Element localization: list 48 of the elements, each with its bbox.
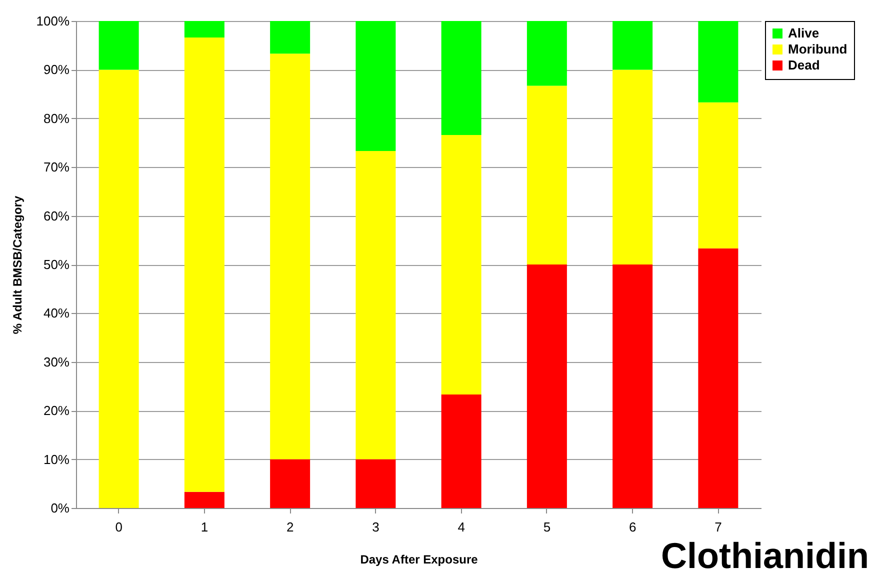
y-tick-label: 10% bbox=[43, 452, 70, 467]
y-tick-label: 100% bbox=[36, 14, 70, 28]
bar bbox=[526, 86, 567, 264]
bar bbox=[441, 21, 482, 135]
legend-label: Alive bbox=[788, 26, 820, 40]
bar bbox=[612, 21, 653, 70]
bar bbox=[184, 21, 224, 38]
y-tick-label: 50% bbox=[43, 257, 70, 272]
bar bbox=[270, 459, 310, 508]
y-tick-label: 70% bbox=[43, 160, 70, 175]
x-tick-label: 1 bbox=[200, 520, 208, 534]
x-tick-label: 5 bbox=[543, 520, 551, 534]
bar bbox=[98, 70, 139, 508]
bar bbox=[698, 248, 738, 508]
bar bbox=[526, 21, 567, 86]
legend-label: Moribund bbox=[788, 42, 848, 56]
x-tick-label: 2 bbox=[286, 520, 294, 534]
bar bbox=[270, 54, 310, 460]
bar bbox=[526, 264, 567, 508]
legend-label: Dead bbox=[788, 58, 820, 72]
x-tick-label: 4 bbox=[458, 520, 465, 534]
y-tick-label: 90% bbox=[43, 62, 70, 78]
bar bbox=[356, 459, 396, 508]
bar bbox=[612, 264, 653, 508]
bar bbox=[98, 21, 139, 70]
x-axis-title: Days After Exposure bbox=[360, 552, 478, 566]
bar bbox=[184, 38, 224, 492]
bar bbox=[270, 21, 310, 54]
y-tick-label: 40% bbox=[43, 306, 70, 321]
bar bbox=[441, 394, 482, 508]
bar bbox=[184, 492, 224, 508]
text: Clothianidin bbox=[661, 535, 869, 571]
y-tick-label: 30% bbox=[43, 354, 70, 370]
bar bbox=[612, 70, 653, 264]
y-tick-label: 60% bbox=[43, 208, 70, 224]
bar bbox=[356, 151, 396, 460]
bar bbox=[441, 134, 482, 395]
x-tick-label: 7 bbox=[714, 520, 722, 534]
bar bbox=[698, 21, 738, 102]
y-tick-label: 20% bbox=[43, 403, 70, 418]
y-tick-label: 0% bbox=[50, 500, 70, 516]
y-axis-title: % Adult BMSB/Category bbox=[10, 196, 24, 334]
x-tick-label: 3 bbox=[372, 520, 380, 534]
bar bbox=[698, 102, 738, 248]
y-tick-label: 80% bbox=[43, 110, 70, 126]
bar bbox=[356, 21, 396, 152]
x-tick-label: 0 bbox=[115, 520, 122, 534]
x-tick-label: 6 bbox=[628, 520, 636, 534]
